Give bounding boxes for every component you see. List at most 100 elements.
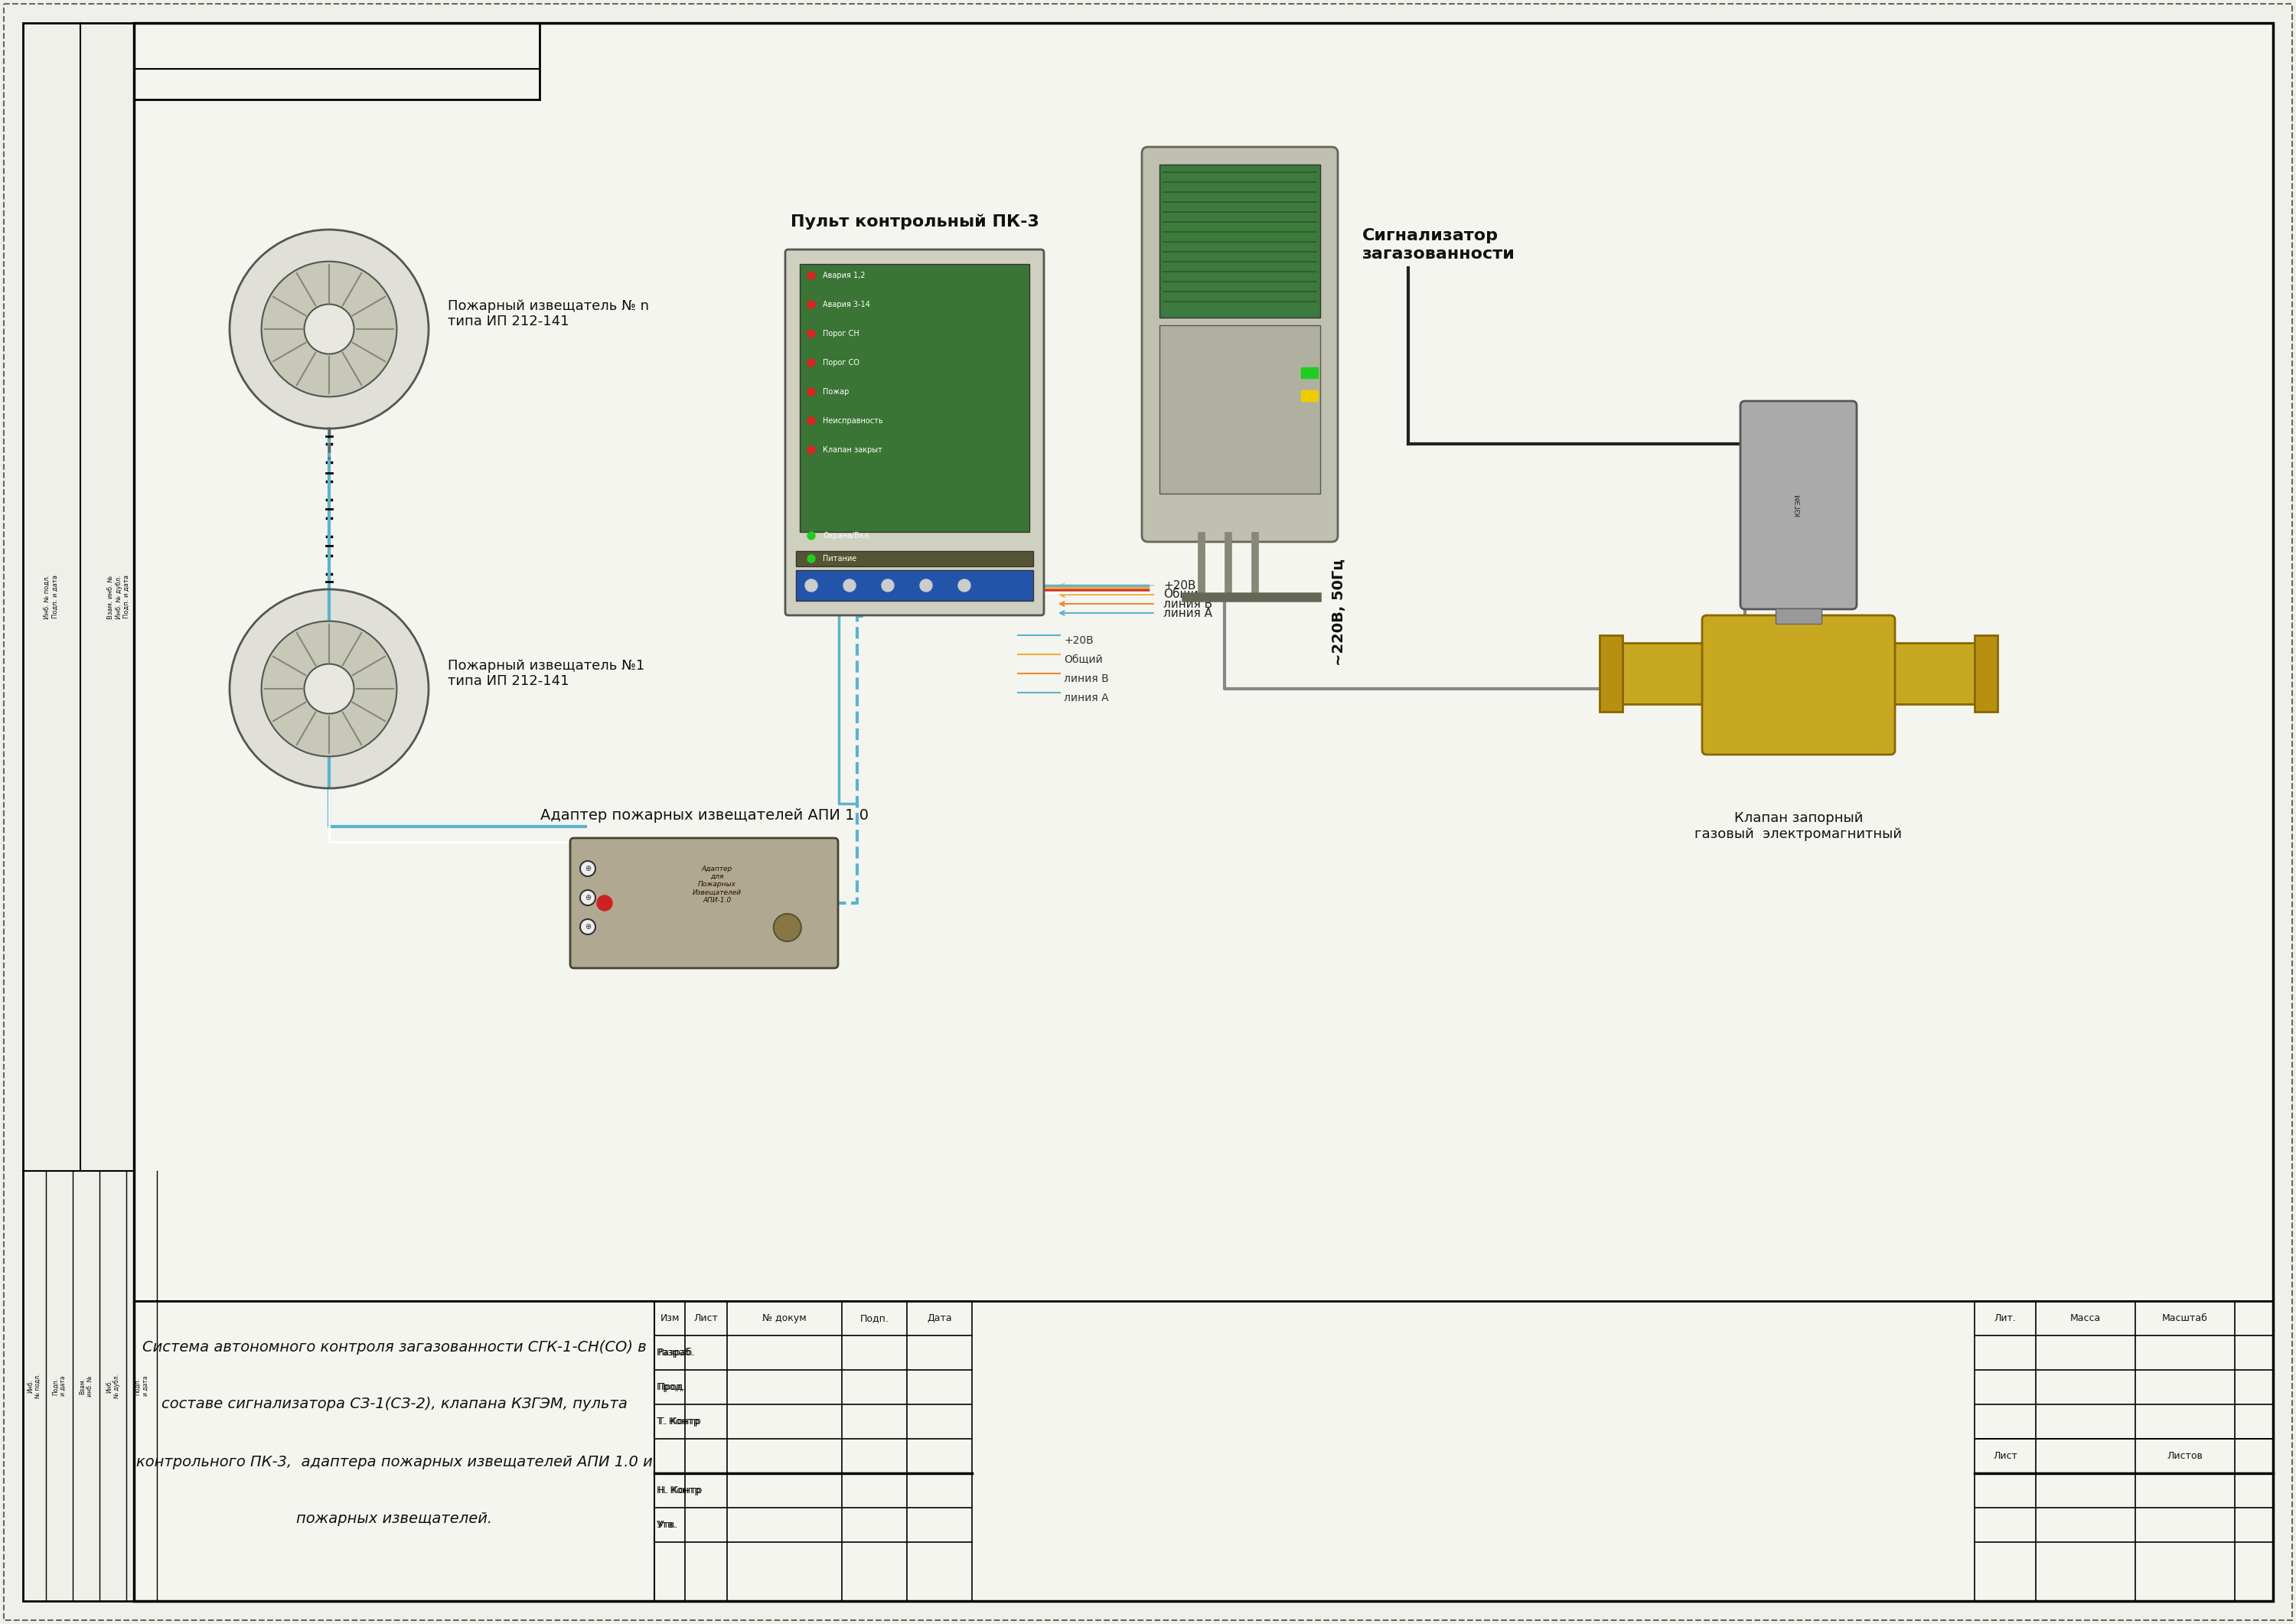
Bar [133, 1301, 2273, 1601]
Circle shape [262, 261, 397, 396]
Text: Подп.
и дата: Подп. и дата [53, 1376, 67, 1397]
Circle shape [303, 664, 354, 713]
Circle shape [806, 580, 817, 591]
Text: Пульт контрольный ПК-3: Пульт контрольный ПК-3 [790, 214, 1038, 229]
Bar [133, 1301, 654, 1601]
Text: Порог СН: Порог СН [822, 330, 859, 338]
Text: Прод.: Прод. [659, 1382, 687, 1392]
Text: Порог СО: Порог СО [822, 359, 859, 367]
Circle shape [597, 895, 613, 911]
Text: Взам.
инб. №: Взам. инб. № [78, 1376, 94, 1397]
Circle shape [882, 580, 893, 591]
Text: пожарных извещателей.: пожарных извещателей. [296, 1512, 491, 1527]
Text: Адаптер пожарных извещателей АПИ 1.0: Адаптер пожарных извещателей АПИ 1.0 [540, 809, 868, 823]
Text: Т. Контр: Т. Контр [657, 1416, 700, 1426]
Text: Сигнализатор
загазованности: Сигнализатор загазованности [1362, 229, 1515, 261]
Text: Система автономного контроля загазованности СГК-1-СН(СО) в: Система автономного контроля загазованно… [142, 1340, 645, 1354]
Text: Разраб.: Разраб. [659, 1348, 696, 1358]
Bar [799, 265, 1029, 533]
Text: Листов: Листов [2167, 1450, 2202, 1462]
Circle shape [230, 229, 429, 429]
Text: Общий: Общий [1164, 590, 1205, 601]
Circle shape [581, 861, 595, 877]
Text: Пожарный извещатель №1
типа ИП 212-141: Пожарный извещатель №1 типа ИП 212-141 [448, 659, 645, 689]
Text: Авария 1,2: Авария 1,2 [822, 271, 866, 279]
Text: линия В: линия В [1063, 674, 1109, 684]
Text: Н. Контр: Н. Контр [659, 1486, 703, 1496]
Circle shape [808, 388, 815, 396]
Text: ⊕: ⊕ [585, 893, 590, 901]
Text: Изм: Изм [659, 1314, 680, 1324]
Text: +20В: +20В [1164, 580, 1196, 591]
Circle shape [303, 304, 354, 354]
Circle shape [808, 300, 815, 309]
Text: ⊕: ⊕ [585, 866, 590, 872]
Text: ~220В, 50Гц: ~220В, 50Гц [1332, 559, 1345, 666]
Text: Масса: Масса [2071, 1314, 2101, 1324]
FancyBboxPatch shape [785, 250, 1045, 615]
Text: Охрана/Вкл.: Охрана/Вкл. [822, 533, 870, 539]
Text: Инб. № подл.
Подп. и дата: Инб. № подл. Подп. и дата [44, 575, 60, 619]
FancyBboxPatch shape [1141, 146, 1339, 542]
Text: Н. Контр: Н. Контр [657, 1486, 700, 1496]
Text: Т. Контр: Т. Контр [659, 1416, 700, 1426]
Text: линия А: линия А [1164, 607, 1212, 619]
Bar [1302, 390, 1318, 401]
Text: линия А: линия А [1063, 692, 1109, 703]
Text: линия В: линия В [1164, 598, 1212, 609]
Text: Утв.: Утв. [657, 1520, 677, 1530]
Bar [1775, 609, 1821, 624]
Bar [133, 23, 540, 99]
Text: Инб.
№ дубл.: Инб. № дубл. [106, 1374, 119, 1398]
Circle shape [581, 919, 595, 934]
Bar [1975, 635, 1998, 711]
Circle shape [230, 590, 429, 788]
Circle shape [843, 580, 856, 591]
Text: +20В: +20В [1063, 635, 1093, 646]
Text: Масштаб: Масштаб [2163, 1314, 2209, 1324]
Text: Лист: Лист [693, 1314, 719, 1324]
Text: № докум: № докум [762, 1314, 806, 1324]
Bar [797, 551, 1033, 567]
Text: Разраб.: Разраб. [657, 1348, 693, 1358]
Text: Неисправность: Неисправность [822, 417, 884, 425]
Text: Утв.: Утв. [659, 1520, 677, 1530]
Text: Пожарный извещатель № n
типа ИП 212-141: Пожарный извещатель № n типа ИП 212-141 [448, 299, 650, 328]
Text: составе сигнализатора СЗ-1(СЗ-2), клапана КЗГЭМ, пульта: составе сигнализатора СЗ-1(СЗ-2), клапан… [161, 1397, 627, 1411]
Text: Подп.: Подп. [861, 1314, 889, 1324]
Circle shape [808, 330, 815, 338]
Text: контрольного ПК-3,  адаптера пожарных извещателей АПИ 1.0 и: контрольного ПК-3, адаптера пожарных изв… [135, 1455, 652, 1470]
FancyBboxPatch shape [1740, 401, 1857, 609]
Text: Клапан закрыт: Клапан закрыт [822, 447, 882, 453]
Text: Пожар: Пожар [822, 388, 850, 396]
Text: ⊕: ⊕ [585, 922, 590, 931]
Circle shape [921, 580, 932, 591]
Text: Общий: Общий [1063, 654, 1102, 666]
Circle shape [808, 555, 815, 562]
FancyBboxPatch shape [569, 838, 838, 968]
Text: Лит.: Лит. [1995, 1314, 2016, 1324]
Circle shape [262, 620, 397, 757]
Bar [1302, 367, 1318, 378]
Circle shape [808, 359, 815, 367]
Text: Лист: Лист [1993, 1450, 2018, 1462]
Circle shape [774, 914, 801, 942]
Circle shape [808, 447, 815, 453]
Circle shape [581, 890, 595, 905]
Text: Прод.: Прод. [657, 1382, 684, 1392]
Circle shape [808, 271, 815, 279]
Text: КЗГЭМ: КЗГЭМ [1795, 494, 1802, 516]
Circle shape [808, 417, 815, 425]
FancyBboxPatch shape [1701, 615, 1894, 755]
Text: Инб.
№ подл.: Инб. № подл. [28, 1374, 41, 1398]
Bar [1623, 643, 1706, 705]
Bar [1159, 325, 1320, 494]
Bar [1890, 643, 1975, 705]
Bar [797, 570, 1033, 601]
Bar [1600, 635, 1623, 711]
Text: Авария 3-14: Авария 3-14 [822, 300, 870, 309]
Text: Питание: Питание [822, 555, 856, 562]
Text: Адаптер
для
Пожарных
Извещателей
АПИ-1.0: Адаптер для Пожарных Извещателей АПИ-1.0 [693, 866, 742, 905]
Bar [1159, 164, 1320, 318]
Text: Дата: Дата [928, 1314, 953, 1324]
